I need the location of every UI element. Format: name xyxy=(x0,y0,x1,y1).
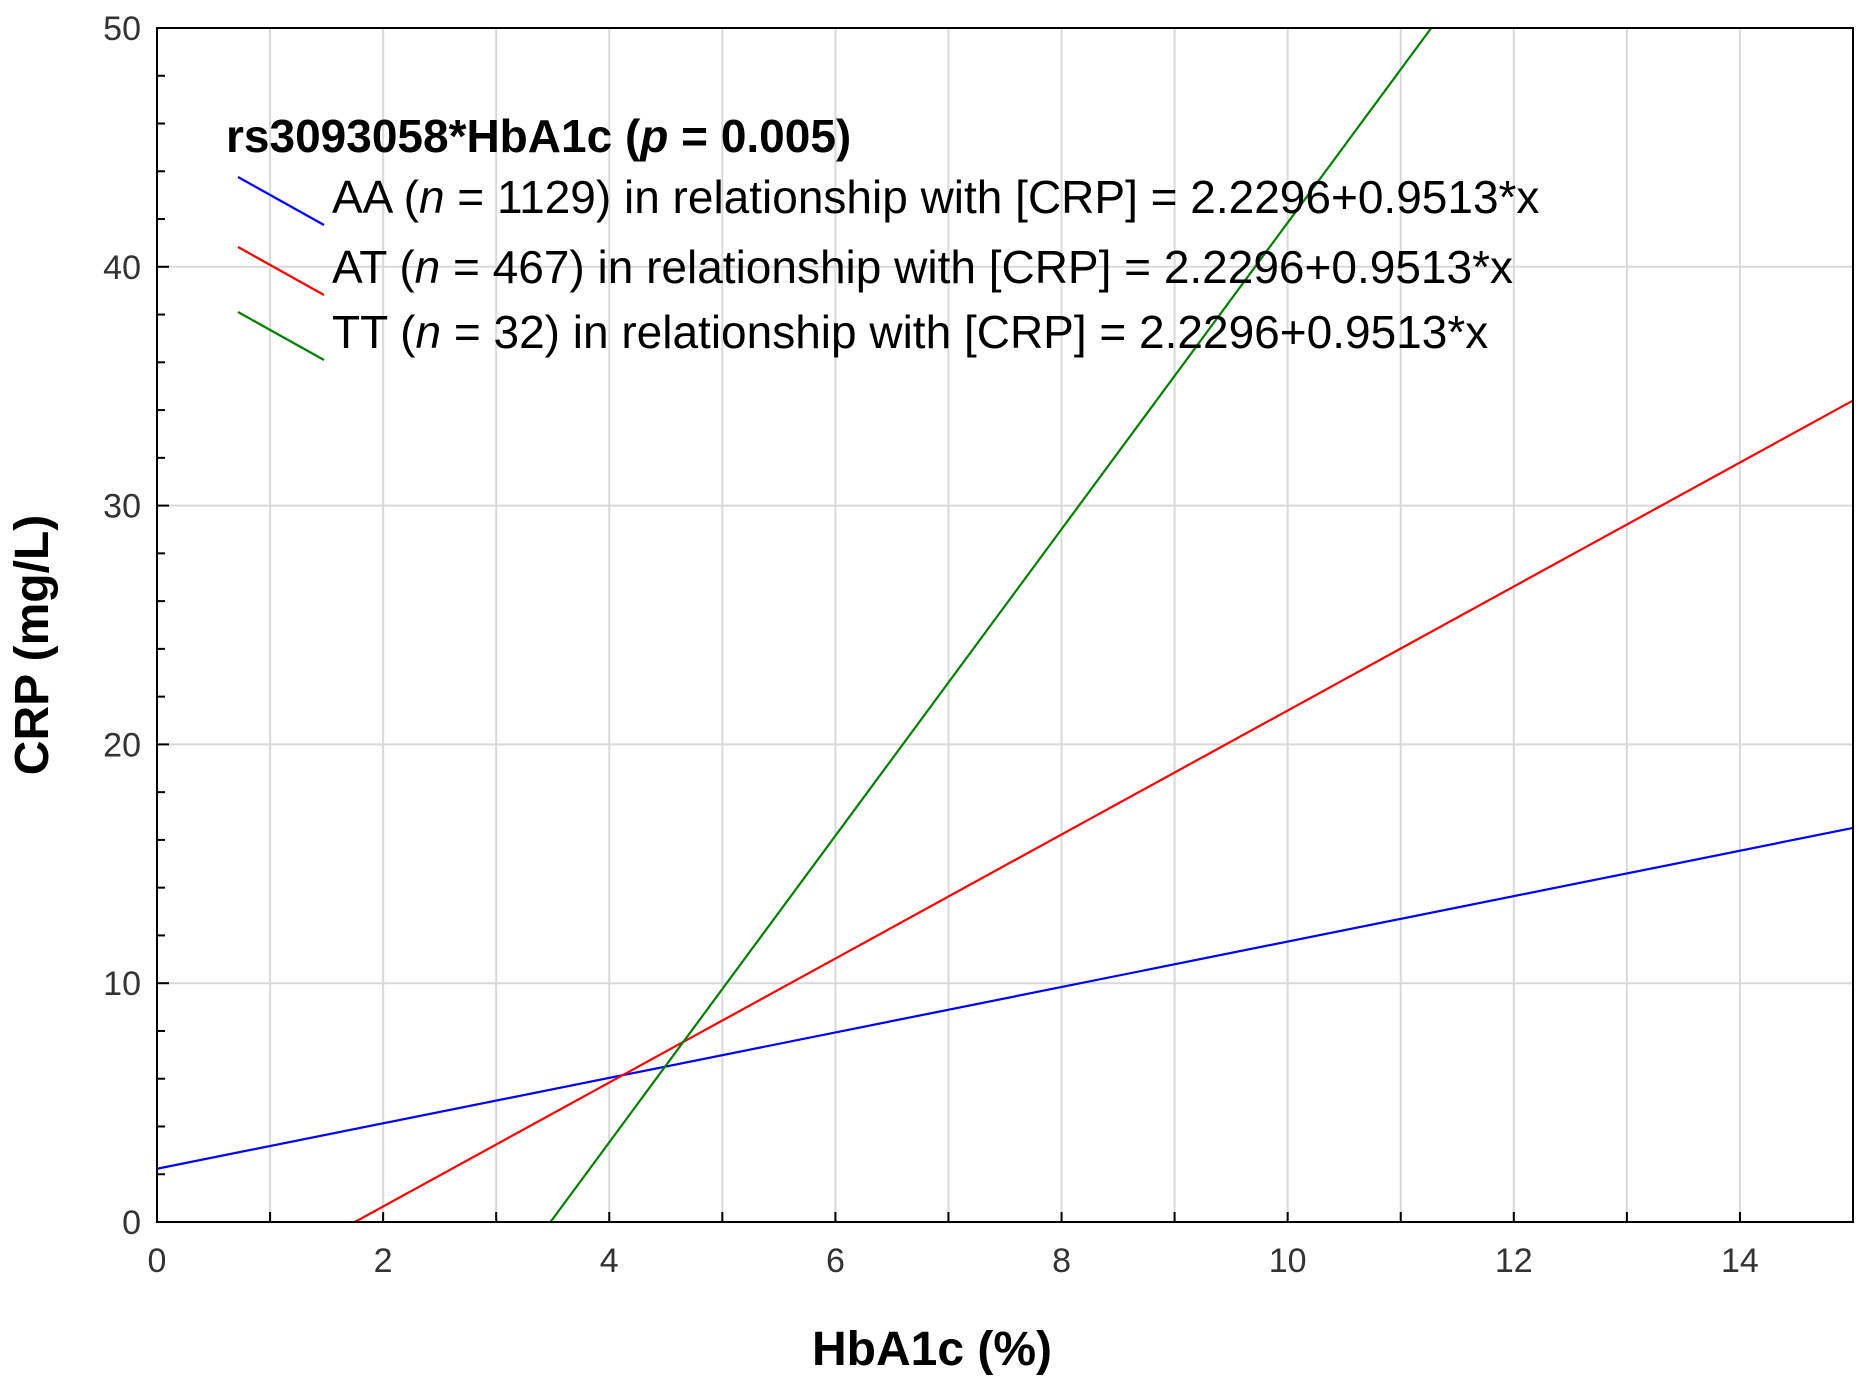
legend-label-at: AT (n = 467) in relationship with [CRP] … xyxy=(332,241,1513,293)
legend-label-suffix: = 1129) in relationship with [CRP] = 2.2… xyxy=(445,171,1540,223)
legend-label-n: n xyxy=(419,171,445,223)
series-line-at xyxy=(354,399,1854,1223)
legend-title-p: p xyxy=(638,110,668,162)
y-tick-labels: 0 10 20 30 40 50 xyxy=(103,10,141,1242)
y-axis-title: CRP (mg/L) xyxy=(6,515,59,775)
y-tick-label: 20 xyxy=(103,726,141,764)
x-tick-label: 0 xyxy=(148,1242,167,1280)
series-line-tt xyxy=(549,27,1433,1223)
legend-label-aa: AA (n = 1129) in relationship with [CRP]… xyxy=(332,171,1539,223)
y-tick-label: 30 xyxy=(103,488,141,526)
y-tick-label: 40 xyxy=(103,249,141,287)
legend-entries: AA (n = 1129) in relationship with [CRP]… xyxy=(237,171,1539,361)
legend-label-suffix: = 467) in relationship with [CRP] = 2.22… xyxy=(440,241,1513,293)
legend-swatch-aa xyxy=(237,176,325,226)
legend-label-prefix: TT ( xyxy=(332,306,416,358)
legend-label-n: n xyxy=(415,241,441,293)
legend-title-prefix: rs3093058*HbA1c ( xyxy=(226,110,641,162)
plot-frame xyxy=(156,27,1854,1223)
x-tick-label: 4 xyxy=(600,1242,619,1280)
legend-swatch-tt xyxy=(237,311,325,361)
y-tick-label: 50 xyxy=(103,10,141,48)
legend-label-n: n xyxy=(415,306,441,358)
legend-swatch-at xyxy=(237,246,325,296)
legend-title: rs3093058*HbA1c (p = 0.005) xyxy=(226,110,851,162)
x-tick-label: 14 xyxy=(1721,1242,1759,1280)
y-tick-label: 0 xyxy=(122,1204,141,1242)
x-tick-label: 12 xyxy=(1495,1242,1533,1280)
legend-label-tt: TT (n = 32) in relationship with [CRP] =… xyxy=(332,306,1488,358)
legend: rs3093058*HbA1c (p = 0.005) AA (n = 1129… xyxy=(226,110,1539,361)
x-tick-labels: 0 2 4 6 8 10 12 14 xyxy=(148,1242,1759,1280)
legend-label-suffix: = 32) in relationship with [CRP] = 2.229… xyxy=(441,306,1488,358)
y-tick-label: 10 xyxy=(103,965,141,1003)
legend-title-suffix: = 0.005) xyxy=(668,110,851,162)
x-tick-label: 8 xyxy=(1052,1242,1071,1280)
legend-label-prefix: AA ( xyxy=(332,171,420,223)
series-line-aa xyxy=(156,826,1854,1170)
legend-label-prefix: AT ( xyxy=(332,241,415,293)
grid-lines xyxy=(157,28,1853,1222)
x-tick-label: 2 xyxy=(374,1242,393,1280)
x-tick-label: 10 xyxy=(1269,1242,1307,1280)
x-tick-label: 6 xyxy=(826,1242,845,1280)
series-lines xyxy=(156,27,1854,1223)
x-axis-title: HbA1c (%) xyxy=(812,1323,1052,1376)
